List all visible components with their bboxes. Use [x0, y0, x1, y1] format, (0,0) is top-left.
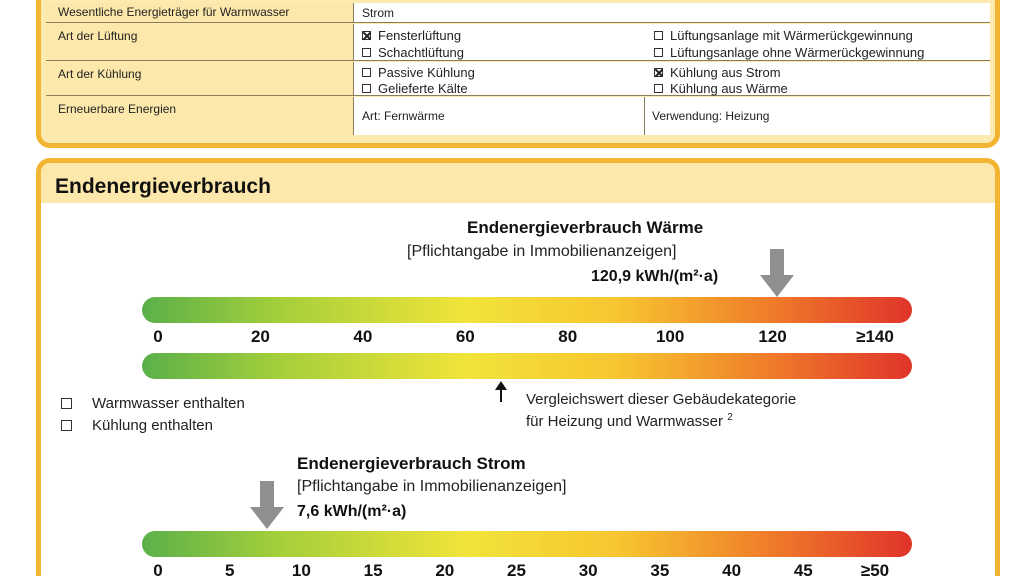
- building-info-table: Wesentliche Energieträger für Warmwasser…: [36, 0, 1000, 148]
- endenergie-panel: Endenergieverbrauch Endenergieverbrauch …: [36, 158, 1000, 576]
- renewable-type: Art: Fernwärme: [362, 109, 445, 123]
- option-lueftung-ohne-wrg: Lüftungsanlage ohne Wärmerückgewinnung: [654, 45, 924, 60]
- checkbox-icon: [654, 48, 663, 57]
- heat-value-arrow-icon: [760, 249, 795, 297]
- checkbox-icon: [654, 31, 663, 40]
- table-row-renewables: Erneuerbare Energien Art: Fernwärme Verw…: [46, 97, 990, 135]
- power-tick-3: 15: [363, 561, 383, 576]
- checkbox-icon: [61, 420, 72, 431]
- checkbox-icon: [362, 68, 371, 77]
- option-lueftung-mit-wrg: Lüftungsanlage mit Wärmerückgewinnung: [654, 28, 913, 43]
- power-value-arrow-icon: [249, 481, 284, 529]
- section-header: Endenergieverbrauch: [41, 163, 995, 203]
- power-subtitle: [Pflichtangabe in Immobilienanzeigen]: [297, 478, 567, 495]
- row-label: Wesentliche Energieträger für Warmwasser: [46, 3, 354, 22]
- option-kuehlung-aus-strom: Kühlung aus Strom: [654, 65, 781, 80]
- power-value: 7,6 kWh/(m²·a): [297, 503, 407, 520]
- power-tick-6: 30: [578, 561, 598, 576]
- table-row-ventilation: Art der Lüftung Fensterlüftung Schachtlü…: [46, 24, 990, 61]
- heat-tick-0: 0: [153, 327, 163, 346]
- option-schachtlueftung: Schachtlüftung: [362, 45, 464, 60]
- option-passive-kuehlung: Passive Kühlung: [362, 65, 475, 80]
- row-label: Art der Kühlung: [46, 62, 354, 95]
- compare-arrow-icon: [495, 381, 508, 402]
- heat-tick-6: 120: [758, 327, 787, 346]
- heat-tick-1: 20: [250, 327, 270, 346]
- row-value: Strom: [354, 3, 990, 22]
- check-warmwasser: Warmwasser enthalten: [61, 395, 245, 412]
- power-tick-0: 0: [153, 561, 163, 576]
- power-tick-4: 20: [435, 561, 455, 576]
- power-title: Endenergieverbrauch Strom: [297, 454, 526, 473]
- check-kuehlung: Kühlung enthalten: [61, 417, 213, 434]
- checkbox-icon: [362, 31, 371, 40]
- heat-compare-bar: [142, 353, 912, 379]
- power-tick-8: 40: [722, 561, 742, 576]
- cell-divider: [644, 97, 645, 135]
- table-row: Wesentliche Energieträger für Warmwasser…: [46, 3, 990, 23]
- checkbox-icon: [654, 84, 663, 93]
- power-tick-10: ≥50: [860, 561, 890, 576]
- option-kuehlung-aus-waerme: Kühlung aus Wärme: [654, 81, 788, 96]
- option-gelieferte-kaelte: Gelieferte Kälte: [362, 81, 468, 96]
- checkbox-icon: [362, 48, 371, 57]
- power-tick-5: 25: [507, 561, 526, 576]
- heat-value: 120,9 kWh/(m²·a): [591, 268, 719, 285]
- checkbox-icon: [362, 84, 371, 93]
- heat-tick-4: 80: [558, 327, 578, 346]
- table-row-cooling: Art der Kühlung Passive Kühlung Geliefer…: [46, 62, 990, 96]
- heat-tick-2: 40: [353, 327, 373, 346]
- row-label: Erneuerbare Energien: [46, 97, 354, 135]
- power-tick-2: 10: [291, 561, 311, 576]
- power-scale-bar: [142, 531, 912, 557]
- power-tick-1: 5: [224, 561, 235, 576]
- section-title: Endenergieverbrauch: [55, 175, 271, 198]
- heat-tick-3: 60: [455, 327, 475, 346]
- checkbox-icon: [61, 398, 72, 409]
- heat-tick-7: ≥140: [856, 327, 894, 346]
- heat-scale-bar: [142, 297, 912, 323]
- renewable-use: Verwendung: Heizung: [652, 109, 770, 123]
- option-fensterlueftung: Fensterlüftung: [362, 28, 461, 43]
- row-label: Art der Lüftung: [46, 24, 354, 60]
- heat-tick-5: 100: [655, 327, 685, 346]
- compare-label: Vergleichswert dieser Gebäudekategorie f…: [526, 391, 797, 430]
- heat-title: Endenergieverbrauch Wärme: [467, 218, 704, 237]
- power-tick-7: 35: [650, 561, 670, 576]
- heat-subtitle: [Pflichtangabe in Immobilienanzeigen]: [407, 243, 677, 260]
- power-tick-9: 45: [793, 561, 813, 576]
- checkbox-icon: [654, 68, 663, 77]
